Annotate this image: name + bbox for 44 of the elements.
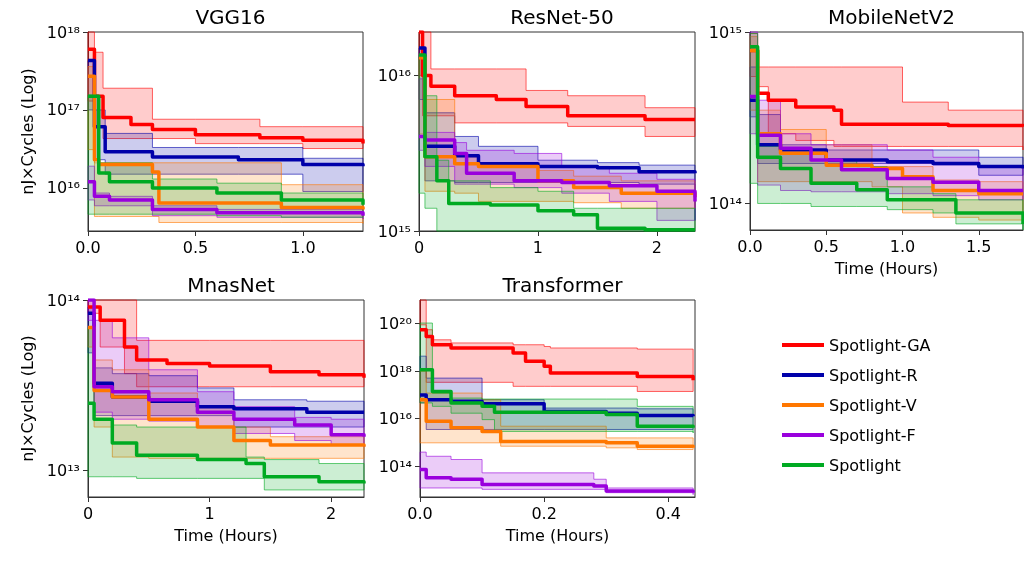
y-tick-label: 10¹⁸ xyxy=(46,22,80,42)
y-tick-label: 10¹⁶ xyxy=(378,409,412,429)
chart-title: ResNet-50 xyxy=(510,5,614,29)
y-tick-label: 10¹⁵ xyxy=(708,22,742,42)
x-tick-label: 0 xyxy=(413,237,425,257)
y-axis-title: nJ×Cycles (Log) xyxy=(18,335,38,462)
x-axis-title: Time (Hours) xyxy=(833,258,939,278)
x-tick-label: 0.0 xyxy=(737,236,763,256)
x-axis-title: Time (Hours) xyxy=(504,525,610,545)
x-tick-label: 0.5 xyxy=(182,237,209,257)
chart-title: VGG16 xyxy=(195,5,266,29)
y-tick-label: 10¹⁴ xyxy=(708,193,742,213)
legend-label: Spotlight-GA xyxy=(829,335,931,355)
x-tick-label: 0 xyxy=(82,503,94,523)
y-tick-label: 10¹⁴ xyxy=(46,290,80,310)
x-tick-label: 1.5 xyxy=(966,236,992,256)
y-tick-label: 10¹⁷ xyxy=(46,100,80,120)
chart-title: MobileNetV2 xyxy=(827,5,956,29)
x-tick-label: 2 xyxy=(651,237,663,257)
x-axis-title: Time (Hours) xyxy=(173,525,278,545)
legend-label: Spotlight-V xyxy=(829,395,917,415)
x-tick-label: 1 xyxy=(532,237,544,257)
x-tick-label: 0.0 xyxy=(75,237,101,257)
chart-title: Transformer xyxy=(501,273,624,297)
y-tick-label: 10¹³ xyxy=(46,461,80,481)
x-tick-label: 1.0 xyxy=(889,236,916,256)
y-tick-label: 10¹⁴ xyxy=(378,456,412,476)
y-tick-label: 10¹⁶ xyxy=(46,178,80,198)
x-tick-label: 1.0 xyxy=(290,237,316,257)
x-tick-label: 0.2 xyxy=(531,503,557,523)
x-tick-label: 0.5 xyxy=(813,236,839,256)
x-tick-label: 0.4 xyxy=(655,503,682,523)
y-axis-title: nJ×Cycles (Log) xyxy=(18,68,38,195)
chart-title: MnasNet xyxy=(187,273,276,297)
y-tick-label: 10²⁰ xyxy=(378,314,412,334)
x-tick-label: 0.0 xyxy=(407,503,433,523)
x-tick-label: 1 xyxy=(204,503,215,523)
legend-label: Spotlight-R xyxy=(829,365,918,385)
legend-label: Spotlight-F xyxy=(829,425,916,445)
legend-label: Spotlight xyxy=(829,455,901,475)
y-tick-label: 10¹⁶ xyxy=(377,65,411,85)
x-tick-label: 2 xyxy=(326,503,337,523)
y-tick-label: 10¹⁵ xyxy=(377,221,411,241)
y-tick-label: 10¹⁸ xyxy=(378,361,412,381)
